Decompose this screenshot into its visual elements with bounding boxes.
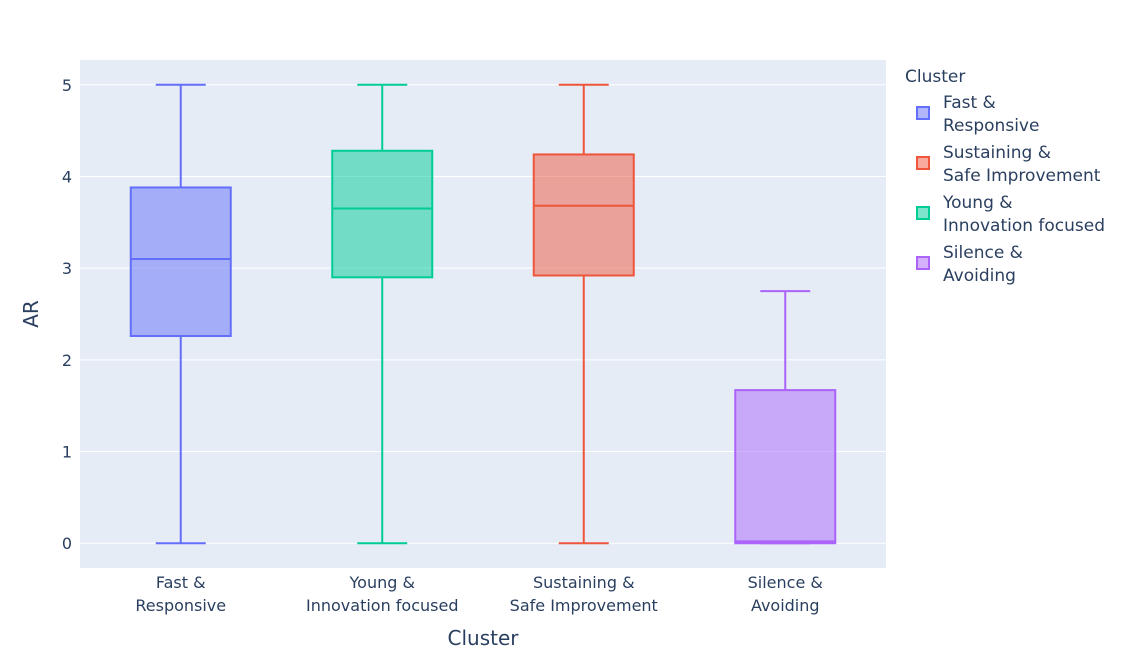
iqr-box: [734, 389, 837, 545]
x-tick-label-line: Fast &: [156, 573, 206, 592]
legend-label: Silence & Avoiding: [943, 243, 1023, 286]
legend-label-line: Sustaining &: [943, 143, 1051, 163]
y-tick-label: 3: [62, 259, 72, 278]
box-trace: [331, 83, 434, 545]
x-tick-label-line: Responsive: [135, 596, 226, 615]
y-tick-label: 5: [62, 76, 72, 95]
box-trace: [129, 83, 232, 545]
legend: Cluster Fast & Responsive Sustaining & Safe…: [905, 67, 1105, 286]
legend-item[interactable]: Fast & Responsive: [916, 93, 1039, 136]
iqr-box: [331, 149, 434, 279]
y-tick-label: 2: [62, 351, 72, 370]
x-tick-label-line: Safe Improvement: [510, 596, 658, 615]
legend-swatch: [916, 156, 930, 170]
legend-label: Fast & Responsive: [943, 93, 1039, 136]
x-axis-ticks: Fast & Responsive Young & Innovation focuse…: [135, 573, 823, 615]
x-tick-label-line: Silence &: [748, 573, 823, 592]
y-tick-label: 4: [62, 167, 72, 186]
box-traces: [129, 83, 837, 545]
legend-label: Young & Innovation focused: [942, 193, 1105, 236]
legend-swatch: [916, 106, 930, 120]
x-tick-label: Young & Innovation focused: [306, 573, 459, 615]
y-axis-ticks: 0 1 2 3 4 5: [62, 76, 72, 553]
iqr-box: [129, 186, 232, 338]
x-tick-label: Silence & Avoiding: [748, 573, 823, 615]
legend-item[interactable]: Sustaining & Safe Improvement: [916, 143, 1101, 186]
legend-label: Sustaining & Safe Improvement: [943, 143, 1101, 186]
iqr-box: [532, 153, 635, 277]
box-trace: [532, 83, 635, 545]
x-tick-label-line: Avoiding: [751, 596, 820, 615]
legend-item[interactable]: Silence & Avoiding: [916, 243, 1023, 286]
y-tick-label: 0: [62, 534, 72, 553]
x-tick-label: Sustaining & Safe Improvement: [510, 573, 658, 615]
x-axis-title: Cluster: [448, 626, 520, 650]
box-trace: [734, 290, 837, 545]
legend-label-line: Avoiding: [943, 266, 1016, 286]
legend-item[interactable]: Young & Innovation focused: [916, 193, 1105, 236]
legend-title: Cluster: [905, 67, 965, 87]
x-tick-label-line: Sustaining &: [533, 573, 635, 592]
legend-label-line: Responsive: [943, 116, 1039, 136]
legend-label-line: Innovation focused: [943, 216, 1105, 236]
x-tick-label-line: Young &: [349, 573, 415, 592]
y-tick-label: 1: [62, 443, 72, 462]
legend-label-line: Silence &: [943, 243, 1023, 263]
legend-label-line: Safe Improvement: [943, 166, 1101, 186]
legend-swatch: [916, 206, 930, 220]
legend-label-line: Young &: [942, 193, 1013, 213]
legend-swatch: [916, 256, 930, 270]
x-tick-label-line: Innovation focused: [306, 596, 459, 615]
legend-label-line: Fast &: [943, 93, 996, 113]
x-tick-label: Fast & Responsive: [135, 573, 226, 615]
y-axis-title: AR: [19, 300, 43, 328]
